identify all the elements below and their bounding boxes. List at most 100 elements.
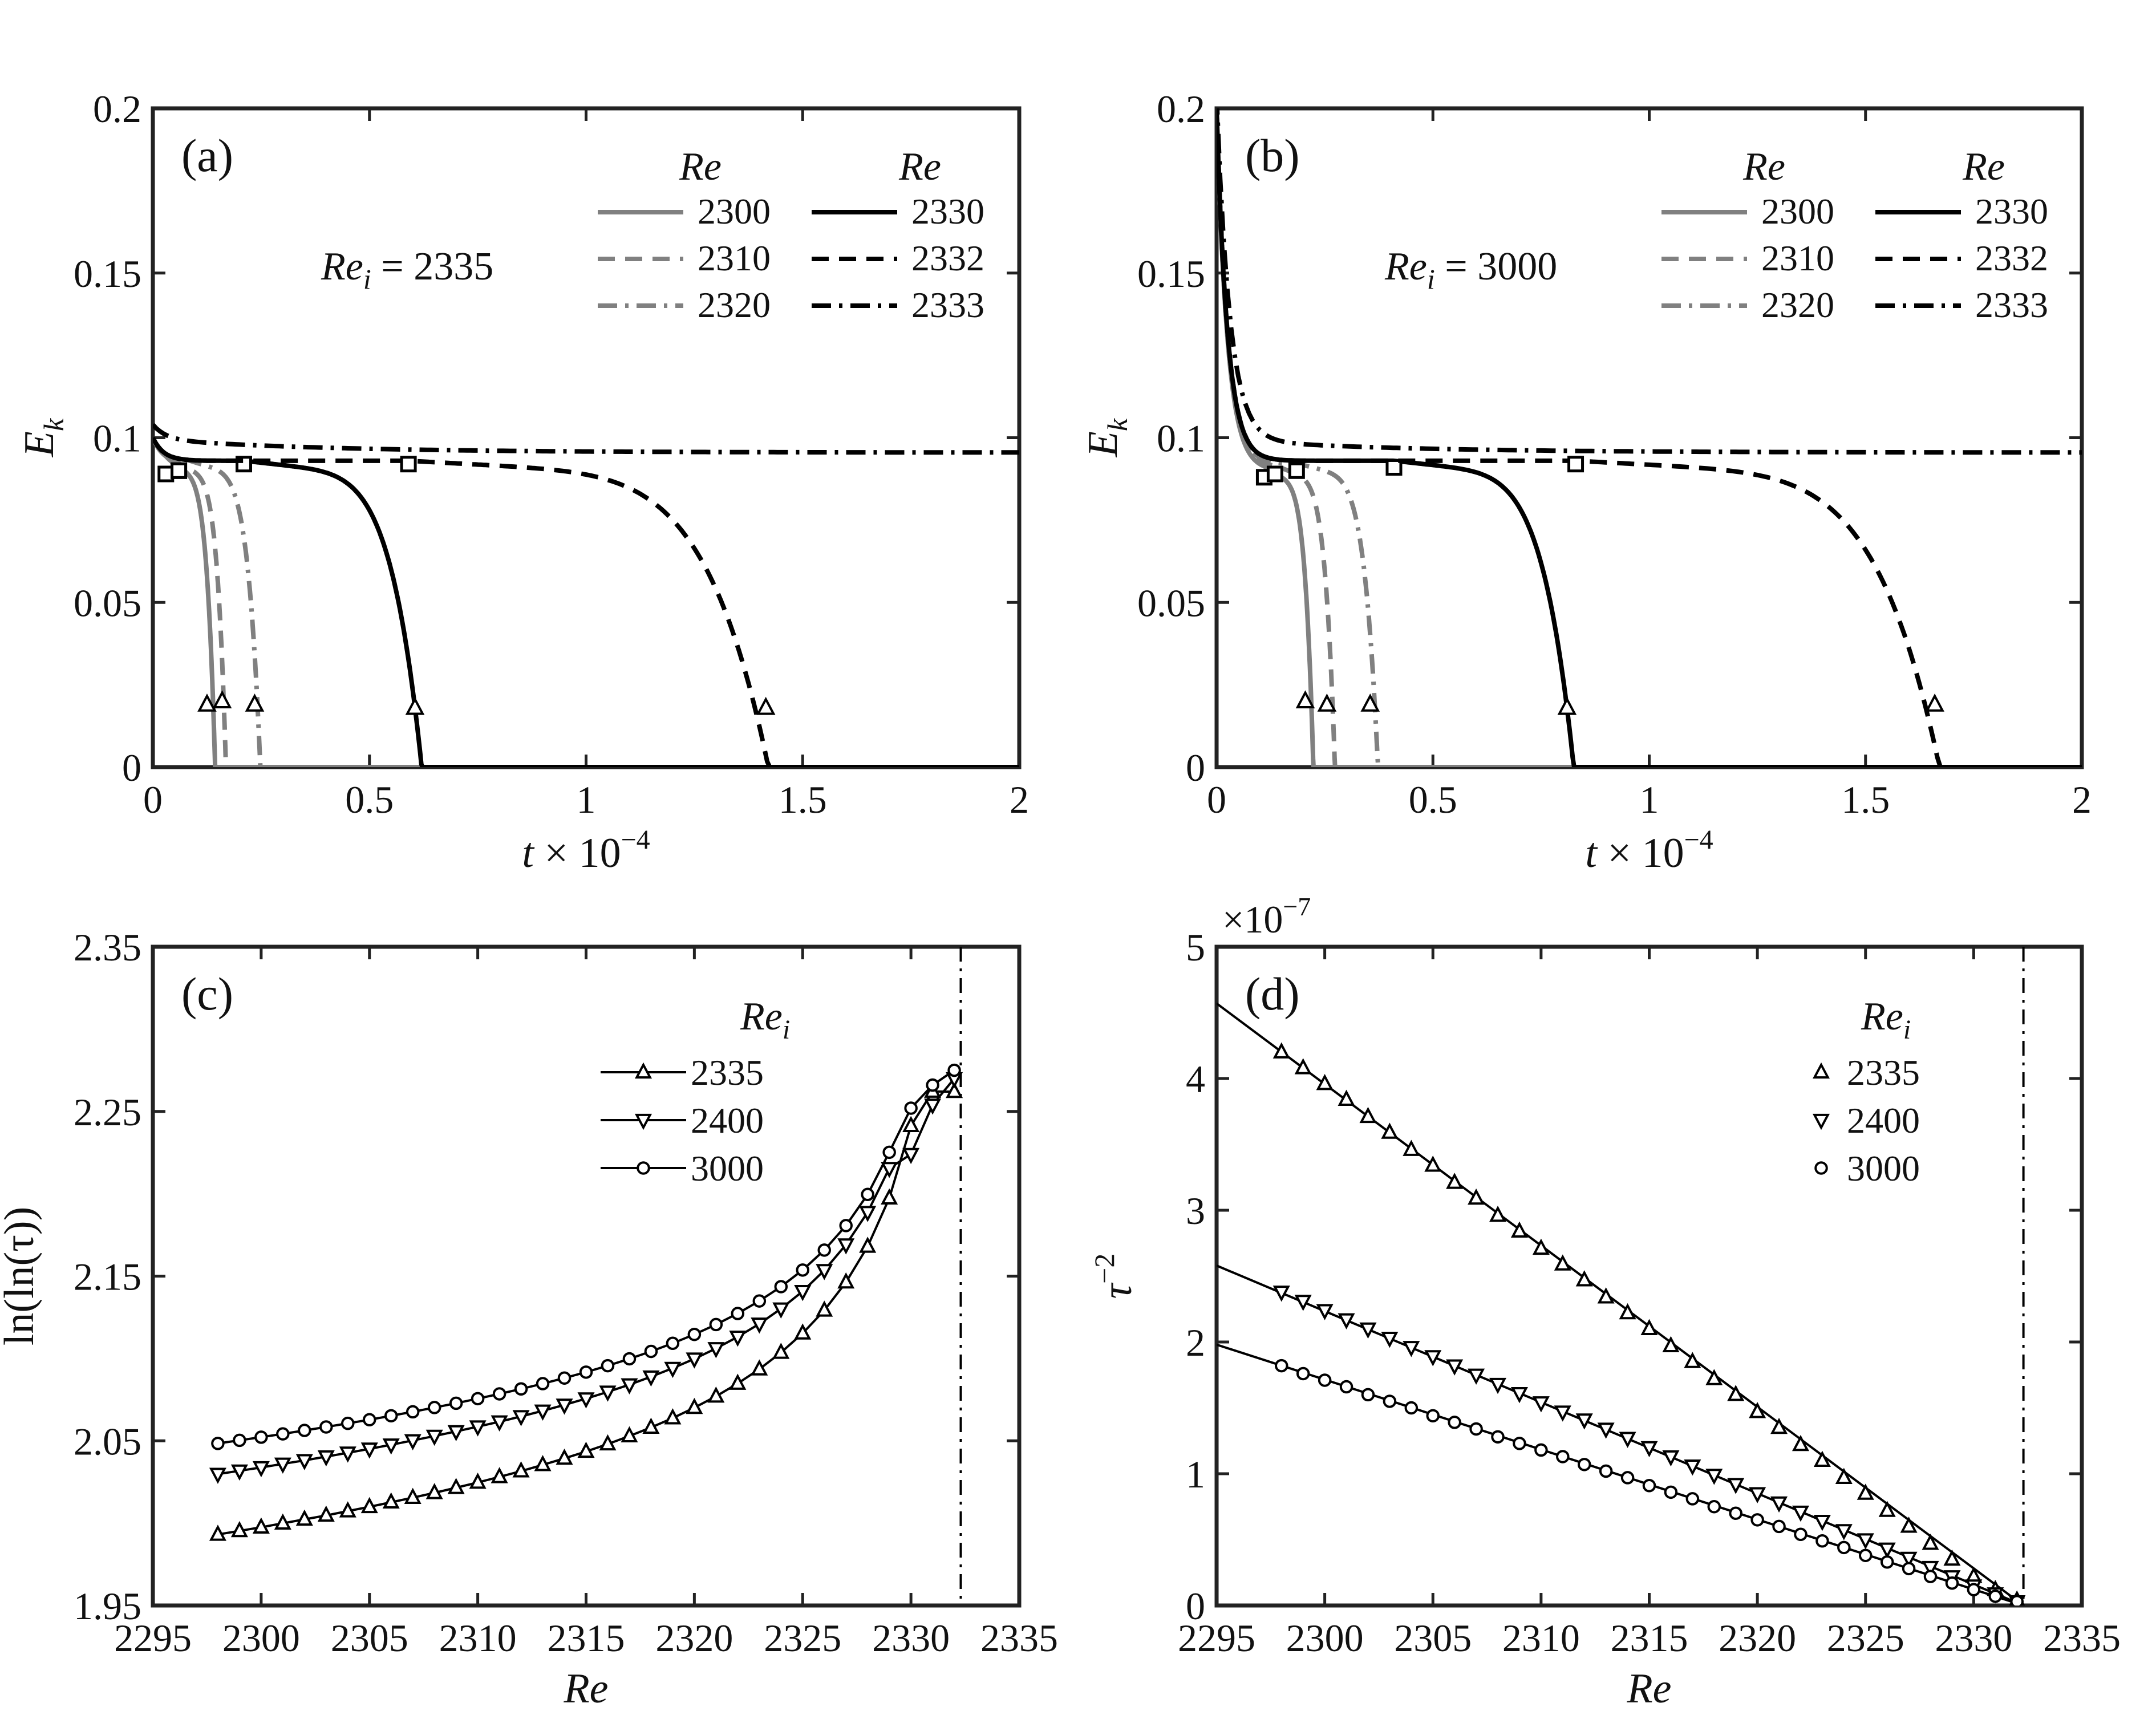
data-point-2335 <box>274 1513 291 1530</box>
data-point-2335 <box>295 1509 313 1526</box>
square-marker-2332 <box>400 456 417 473</box>
data-point-2400 <box>1749 1487 1766 1503</box>
data-point-2335 <box>556 1448 573 1465</box>
data-point-2400 <box>491 1415 508 1432</box>
panel-label: (d) <box>1245 968 1300 1020</box>
data-point-2335 <box>1770 1417 1788 1434</box>
data-point-3000 <box>601 1359 615 1373</box>
legend-title: Re <box>898 145 941 189</box>
data-point-2400 <box>1359 1322 1377 1339</box>
data-point-2400 <box>837 1238 855 1255</box>
x-axis-label: t × 10−4 <box>522 825 650 877</box>
square-marker-2320 <box>1288 462 1305 479</box>
data-point-3000 <box>1794 1527 1808 1542</box>
legend-title-sub: i <box>1903 1015 1911 1045</box>
panel-a: 0 0.5 1 1.5 200.050.10.150.2(a)t × 10−4EkRei… <box>16 87 1029 877</box>
x-tick-label: 2315 <box>548 1616 625 1660</box>
data-point-3000 <box>1275 1359 1288 1373</box>
data-point-2400 <box>664 1361 682 1378</box>
data-point-2400 <box>1813 1515 1831 1531</box>
legend-title: Re <box>1742 145 1785 189</box>
data-point-2335 <box>360 1497 378 1514</box>
data-point-2335 <box>1684 1352 1701 1368</box>
data-point-3000 <box>1361 1388 1375 1402</box>
data-point-2335 <box>404 1487 422 1504</box>
y-tick-label: 2.05 <box>74 1420 141 1463</box>
data-point-2400 <box>1424 1350 1442 1367</box>
data-point-2335 <box>1727 1385 1745 1401</box>
data-point-3000 <box>1729 1506 1742 1521</box>
legend-label-2335: 2335 <box>1847 1052 1920 1093</box>
series-line-2400 <box>217 1077 955 1475</box>
data-point-3000 <box>1664 1485 1678 1499</box>
data-point-2400 <box>274 1457 291 1474</box>
data-point-2400 <box>512 1410 530 1426</box>
data-point-2400 <box>1316 1304 1334 1320</box>
data-point-3000 <box>1859 1548 1873 1562</box>
series-line-2300 <box>153 436 1019 767</box>
y-tick-label: 0.1 <box>1157 417 1205 460</box>
legend-marker-3000 <box>637 1161 650 1175</box>
data-point-2400 <box>599 1385 617 1402</box>
data-point-2400 <box>859 1206 877 1222</box>
data-point-2400 <box>772 1302 790 1319</box>
triangle-marker-2330 <box>405 696 425 715</box>
x-tick-label: 2335 <box>2043 1616 2121 1660</box>
data-point-2400 <box>1878 1542 1896 1559</box>
legend-marker-3000 <box>1814 1161 1828 1175</box>
data-point-2400 <box>295 1454 313 1470</box>
series-line-2335 <box>217 1090 955 1536</box>
data-point-3000 <box>709 1317 723 1332</box>
data-point-2400 <box>1510 1386 1528 1404</box>
data-point-2335 <box>425 1483 443 1499</box>
data-point-2400 <box>1835 1524 1853 1540</box>
series-line-2310 <box>1217 108 2082 767</box>
series-line-2332 <box>1217 108 2082 767</box>
triangle-marker-2332 <box>756 696 776 715</box>
data-point-3000 <box>579 1365 593 1379</box>
legend-label-2400: 2400 <box>1847 1100 1920 1141</box>
x-axis-factor: × 10 <box>534 830 621 877</box>
y-tick-label: 0.05 <box>74 581 141 625</box>
data-point-2335 <box>1575 1270 1593 1287</box>
data-point-2335 <box>1878 1501 1896 1517</box>
data-point-2400 <box>1640 1441 1658 1458</box>
data-point-3000 <box>1296 1367 1310 1381</box>
data-point-3000 <box>1491 1430 1505 1444</box>
data-point-2335 <box>1403 1140 1420 1156</box>
data-point-2400 <box>751 1317 768 1334</box>
data-point-2400 <box>1900 1551 1918 1568</box>
data-point-3000 <box>1945 1576 1959 1590</box>
data-point-3000 <box>731 1307 745 1320</box>
annot-var: Re <box>1384 245 1427 289</box>
data-point-3000 <box>1577 1458 1591 1471</box>
data-point-3000 <box>1642 1479 1656 1493</box>
data-point-2335 <box>1424 1155 1442 1172</box>
data-point-2400 <box>1770 1496 1788 1513</box>
data-point-3000 <box>471 1392 485 1406</box>
x-tick-label: 0 <box>1207 778 1226 821</box>
y-tick-label: 5 <box>1186 926 1205 969</box>
data-point-3000 <box>406 1405 420 1419</box>
data-point-3000 <box>1599 1464 1613 1478</box>
data-point-2335 <box>1381 1122 1399 1139</box>
data-point-2335 <box>794 1323 812 1340</box>
x-tick-label: 2335 <box>980 1616 1058 1660</box>
panel-c: 2295 2300 2305 2310 2315 2320 2325 2330 2335 1.95… <box>0 926 1058 1711</box>
data-point-2400 <box>642 1370 660 1387</box>
data-point-3000 <box>1383 1394 1397 1408</box>
legend-title-var: Re <box>1861 995 1903 1039</box>
y-tick-label: 2.35 <box>74 926 141 969</box>
data-point-3000 <box>276 1427 290 1441</box>
data-point-2400 <box>534 1404 552 1421</box>
data-point-2335 <box>469 1473 487 1489</box>
triangle-marker-2320 <box>1360 694 1380 712</box>
y-axis-var: τ <box>1094 1282 1141 1299</box>
axes-frame <box>1214 106 2084 769</box>
square-marker-2320 <box>171 462 188 479</box>
series-line-2310 <box>153 437 1019 767</box>
data-point-3000 <box>904 1101 918 1115</box>
legend-label-2300: 2300 <box>698 191 771 232</box>
x-tick-label: 1 <box>1640 778 1659 821</box>
data-point-3000 <box>1448 1416 1461 1429</box>
